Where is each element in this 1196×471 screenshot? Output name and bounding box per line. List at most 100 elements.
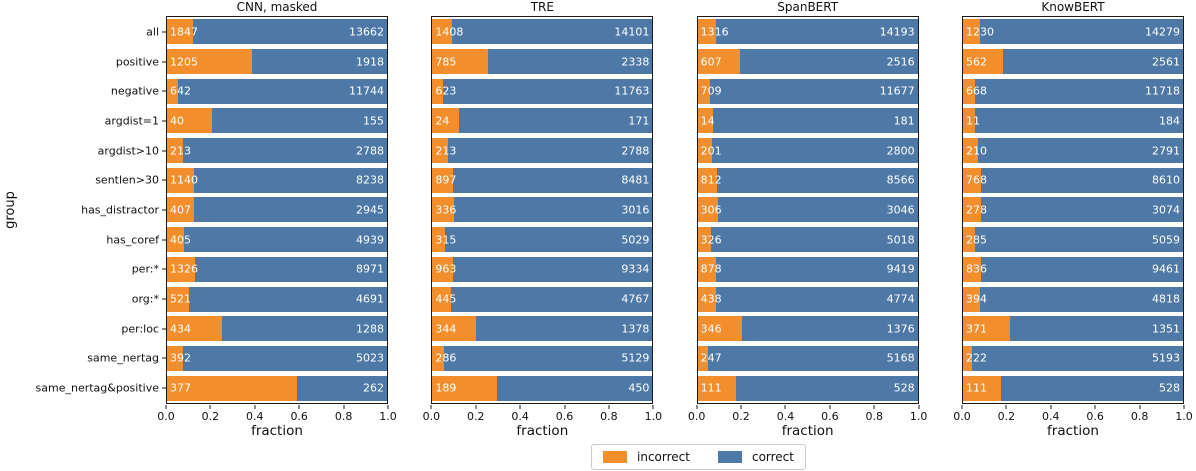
x-tick-mark [652,405,654,409]
bar-row: 1316 14193 [697,17,918,47]
bar-segment-correct [711,227,918,253]
stacked-bar: 392 5023 [167,345,387,371]
bar-segment-incorrect [432,286,452,312]
x-tick-mark [1050,405,1052,409]
x-axis-label: fraction [516,423,569,439]
correct-count-label: 11677 [879,84,915,98]
x-tick-label: 0.8 [865,410,884,423]
bar-row: 210 2791 [962,136,1183,166]
bar-segment-incorrect [697,286,717,312]
correct-count-label: 4691 [356,292,384,306]
x-tick-label: 0.6 [1086,410,1104,423]
y-tick-label: org:* [131,292,159,306]
incorrect-count-label: 407 [170,203,191,217]
bar-segment-correct [707,345,918,371]
x-tick-label: 0.0 [422,410,441,423]
subplot-tre: TRE 1408 14101 785 2338 623 11763 24 171 213 2788 8… [423,0,663,471]
bar-segment-correct [981,197,1183,223]
y-tick-label: negative [110,84,159,98]
incorrect-count-label: 1205 [170,55,198,69]
x-tick-label: 0.2 [201,410,220,423]
stacked-bar: 371 1351 [962,316,1183,342]
x-tick-label: 0.0 [687,410,706,423]
bar-segment-incorrect [432,167,454,193]
y-tick-label: per:* [131,262,159,276]
bar-segment-incorrect [697,197,718,223]
incorrect-count-label: 1326 [170,262,198,276]
stacked-bar: 836 9461 [962,256,1183,282]
legend-label-incorrect: incorrect [637,450,690,464]
bar-segment-correct [182,138,387,164]
bar-segment-incorrect [432,49,488,75]
bar-row: 306 3046 [697,195,918,225]
correct-count-label: 11763 [614,84,650,98]
x-tick-label: 1.0 [1175,410,1193,423]
correct-count-label: 14279 [1144,25,1180,39]
stacked-bar: 405 4939 [167,227,387,253]
stacked-bar: 346 1376 [697,316,918,342]
correct-count-label: 155 [363,114,384,128]
bar-segment-correct [454,197,653,223]
bar-segment-incorrect [962,345,972,371]
stacked-bar: 189 450 [432,375,653,401]
correct-count-label: 262 [363,381,384,395]
stacked-bar: 213 2788 [167,138,387,164]
bar-row: 285 5059 [962,225,1183,255]
x-tick-mark [254,405,256,409]
correct-count-label: 1376 [886,322,915,336]
bar-segment-correct [193,19,387,45]
bar-row: 247 5168 [697,344,918,374]
x-tick-label: 0.4 [511,410,529,423]
incorrect-count-label: 394 [965,292,987,306]
bar-segment-incorrect [962,49,1003,75]
x-tick-label: 0.0 [157,410,175,423]
x-tick-mark [608,405,610,409]
bar-segment-correct [716,19,918,45]
correct-count-label: 3016 [621,203,650,217]
bar-segment-correct [476,316,653,342]
y-tick-label: per:loc [121,322,159,336]
x-axis-label: fraction [781,423,834,439]
incorrect-count-label: 213 [170,144,191,158]
incorrect-count-label: 213 [435,144,457,158]
stacked-bar: 111 528 [697,375,918,401]
bar-segment-incorrect [697,167,717,193]
bar-segment-incorrect [167,108,213,134]
subplot-cnn-masked: CNN, masked all positive negative argdist=1 a… [36,0,397,471]
bar-segment-correct [712,138,918,164]
bar-row: 344 1378 [432,314,653,344]
bar-segment-correct [182,345,387,371]
bar-rows: 1847 13662 1205 1918 642 11744 40 155 213 2788 114… [167,17,387,403]
stacked-bar: 785 2338 [432,49,653,75]
incorrect-count-label: 346 [700,322,722,336]
bar-row: 607 2516 [697,47,918,77]
y-tick-label: same_nertag [87,351,159,365]
bar-segment-correct [452,256,653,282]
y-tick-mark [162,239,166,241]
correct-count-label: 184 [1158,114,1180,128]
bar-segment-correct [713,108,918,134]
correct-count-label: 2791 [1151,144,1180,158]
bar-segment-incorrect [432,316,477,342]
correct-count-label: 8610 [1151,173,1180,187]
bar-segment-incorrect [167,19,194,45]
bar-segment-incorrect [697,78,711,104]
incorrect-count-label: 111 [965,381,987,395]
correct-count-label: 14101 [614,25,650,39]
bar-segment-correct [980,19,1183,45]
bar-segment-incorrect [167,227,184,253]
incorrect-count-label: 521 [170,292,191,306]
plot-area: 1316 14193 607 2516 709 11677 14 181 201 2800 812 8… [696,16,919,404]
stacked-bar: 286 5129 [432,345,653,371]
y-tick-mark [162,120,166,122]
bar-segment-incorrect [432,19,453,45]
subplot-title: KnowBERT [1041,0,1105,14]
bar-row: 346 1376 [697,314,918,344]
stacked-bar: 607 2516 [697,49,918,75]
bar-row: 836 9461 [962,255,1183,285]
bar-segment-correct [1001,375,1183,401]
stacked-bar: 247 5168 [697,345,918,371]
stacked-bar: 878 9419 [697,256,918,282]
bar-segment-correct [447,138,653,164]
bar-row: 213 2788 [167,136,387,166]
